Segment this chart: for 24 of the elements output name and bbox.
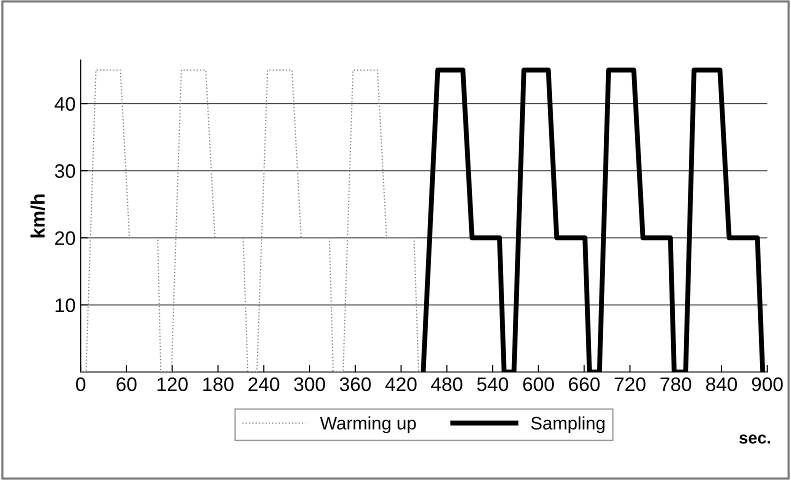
legend-label: Sampling	[531, 416, 604, 434]
x-tick-label: 0	[76, 377, 86, 392]
x-tick-label: 780	[660, 377, 692, 392]
x-axis-title: sec.	[739, 434, 770, 444]
x-tick-label: 300	[294, 377, 326, 392]
y-tick-label: 40	[54, 97, 76, 111]
x-tick-label: 660	[568, 377, 600, 392]
x-tick-label: 240	[248, 377, 280, 392]
x-tick-label: 720	[614, 377, 646, 392]
x-tick-label: 540	[477, 377, 508, 392]
legend-label: Warming up	[320, 416, 416, 434]
y-tick-label: 20	[55, 231, 76, 246]
x-tick-label: 900	[752, 377, 783, 392]
x-tick-label: 60	[116, 377, 137, 392]
x-tick-label: 480	[431, 377, 462, 392]
y-tick-label: 30	[54, 164, 76, 178]
x-tick-label: 120	[157, 377, 188, 392]
y-axis-title: km/h	[30, 194, 45, 238]
x-tick-label: 840	[706, 377, 737, 392]
x-tick-label: 360	[340, 377, 371, 392]
x-tick-label: 180	[203, 377, 234, 392]
x-tick-label: 420	[385, 377, 417, 392]
y-tick-label: 10	[56, 298, 76, 312]
x-tick-label: 600	[523, 377, 554, 392]
